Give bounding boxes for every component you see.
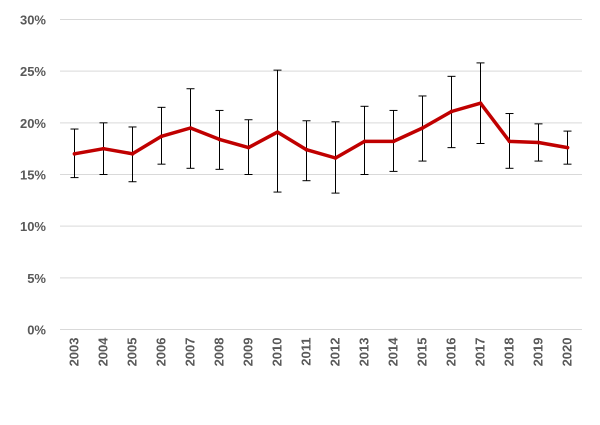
data-point [478,101,483,105]
data-point [188,126,193,130]
gridlines [60,19,582,330]
x-tick-label: 2013 [357,338,372,367]
data-point [420,126,425,130]
y-tick-label: 30% [20,13,46,28]
data-point [391,139,396,144]
data-point [275,130,280,134]
y-axis-tick-labels: 0% 5% 10% 15% 20% 25% 30% [20,13,46,338]
data-point [565,145,570,150]
error-bars [70,62,572,194]
data-point [72,152,77,156]
x-tick-label: 2007 [183,338,198,367]
data-point [507,139,512,144]
y-tick-label: 5% [27,271,46,286]
x-tick-label: 2014 [386,337,401,367]
x-tick-label: 2017 [473,338,488,367]
data-point [449,109,454,114]
data-point [101,146,106,151]
y-tick-label: 25% [20,64,46,79]
x-tick-label: 2012 [328,338,343,367]
data-point [130,152,135,156]
data-point [159,134,164,139]
y-tick-label: 0% [27,323,46,338]
x-tick-label: 2006 [154,338,169,367]
y-tick-label: 15% [20,168,46,183]
y-tick-label: 10% [20,219,46,234]
y-tick-label: 20% [20,116,46,131]
data-point [217,137,222,142]
series-line-layer [72,101,570,160]
x-tick-label: 2010 [270,338,285,367]
x-tick-label: 2015 [415,338,430,367]
x-tick-label: 2019 [531,338,546,367]
x-tick-label: 2003 [67,338,82,367]
data-point [362,139,367,144]
x-tick-label: 2005 [125,338,140,367]
data-point [333,156,338,160]
data-point [536,140,541,145]
x-tick-label: 2018 [502,338,517,367]
x-tick-label: 2016 [444,338,459,367]
x-tick-label: 2004 [96,337,111,367]
x-tick-label: 2009 [241,338,256,367]
data-point [304,147,309,152]
x-tick-label: 2008 [212,338,227,367]
data-point [246,145,251,150]
x-tick-label: 2020 [560,338,575,367]
series-line [72,101,570,160]
x-tick-label: 2011 [299,338,314,366]
x-axis-tick-labels: 2003 2004 2005 2006 2007 2008 2009 2010 2011 2012… [67,337,575,367]
